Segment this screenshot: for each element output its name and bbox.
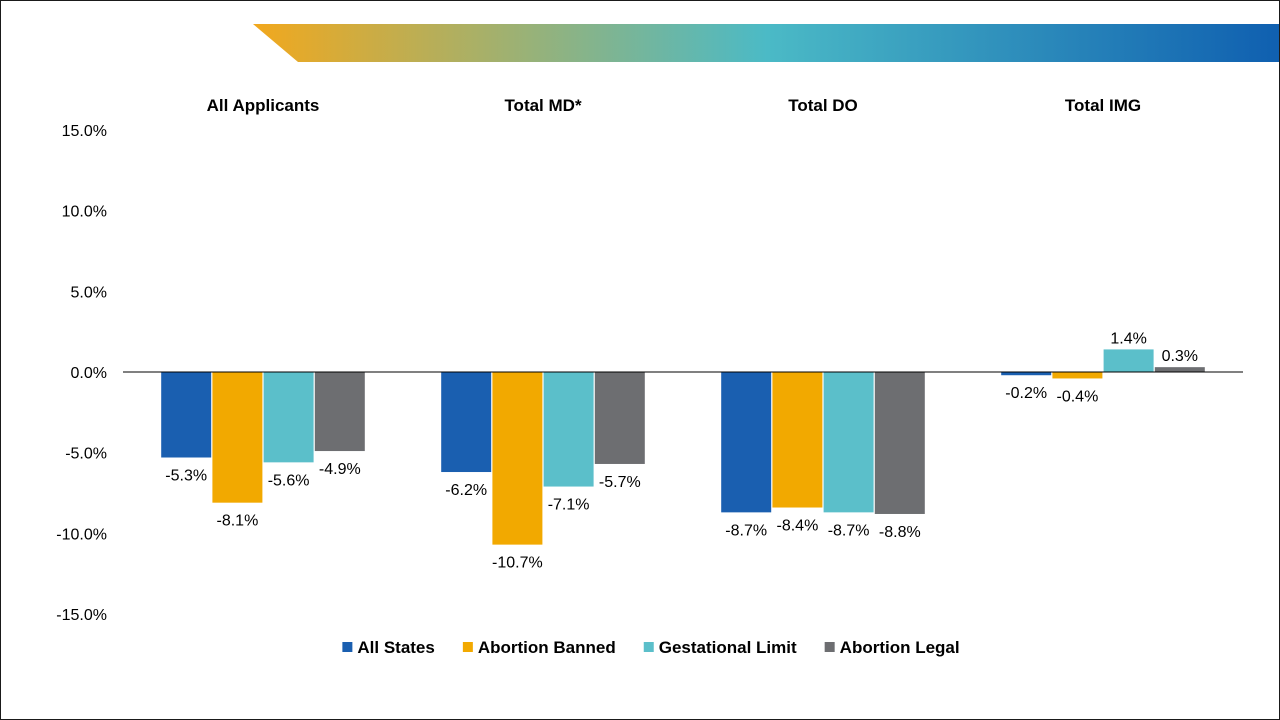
legend-swatch-all-states — [342, 642, 353, 652]
bar-all-states-total-img — [1001, 372, 1052, 376]
bar-abortion-banned-total-do — [772, 372, 823, 508]
y-tick-label: 0.0% — [71, 365, 107, 382]
bar-all-states-total-do — [721, 372, 772, 513]
bar-abortion-legal-total-img — [1154, 367, 1205, 372]
y-tick-label: 5.0% — [71, 284, 107, 301]
bar-abortion-legal-total-do — [874, 372, 925, 514]
bar-abortion-banned-total-img — [1052, 372, 1103, 379]
legend-label-abortion-legal: Abortion Legal — [840, 638, 960, 657]
bar-abortion-banned-all-applicants — [212, 372, 263, 503]
y-tick-label: 10.0% — [62, 204, 107, 221]
bar-gestational-limit-total-md — [543, 372, 594, 487]
legend-label-all-states: All States — [357, 638, 434, 657]
data-label: -0.2% — [1005, 385, 1047, 402]
data-label: -10.7% — [492, 555, 543, 572]
data-label: -5.7% — [599, 474, 641, 491]
bar-all-states-all-applicants — [161, 372, 212, 458]
data-label: 1.4% — [1110, 330, 1146, 347]
category-title-total-do: Total DO — [788, 96, 858, 115]
legend-swatch-gestational-limit — [643, 642, 654, 652]
legend-swatch-abortion-banned — [462, 642, 473, 652]
legend: All States Abortion Banned Gestational Lim… — [342, 638, 960, 657]
category-title-total-img: Total IMG — [1065, 96, 1141, 115]
legend-swatch-abortion-legal — [824, 642, 835, 652]
bar-gestational-limit-total-do — [823, 372, 874, 513]
data-label: -8.7% — [828, 522, 870, 539]
y-tick-label: -10.0% — [56, 526, 107, 543]
bar-abortion-legal-all-applicants — [314, 372, 365, 452]
data-label: -8.8% — [879, 524, 921, 541]
data-label: -6.2% — [445, 482, 487, 499]
bar-abortion-legal-total-md — [594, 372, 645, 464]
data-label: -4.9% — [319, 461, 361, 478]
data-label: -8.1% — [217, 513, 259, 530]
bar-all-states-total-md — [441, 372, 492, 473]
bar-gestational-limit-all-applicants — [263, 372, 314, 463]
y-tick-label: -5.0% — [65, 446, 107, 463]
data-label: -7.1% — [548, 497, 590, 514]
data-label: -5.3% — [165, 468, 207, 485]
legend-label-abortion-banned: Abortion Banned — [478, 638, 616, 657]
data-label: -0.4% — [1057, 388, 1099, 405]
category-title-all-applicants: All Applicants — [207, 96, 320, 115]
category-title-total-md: Total MD* — [504, 96, 582, 115]
bar-gestational-limit-total-img — [1103, 349, 1154, 372]
data-label: -8.7% — [725, 522, 767, 539]
data-label: -5.6% — [268, 472, 310, 489]
y-tick-label: -15.0% — [56, 607, 107, 624]
legend-label-gestational-limit: Gestational Limit — [659, 638, 797, 657]
header-banner — [253, 24, 1279, 62]
data-label: 0.3% — [1162, 348, 1198, 365]
y-tick-label: 15.0% — [62, 123, 107, 140]
data-label: -8.4% — [777, 518, 819, 535]
bar-abortion-banned-total-md — [492, 372, 543, 545]
